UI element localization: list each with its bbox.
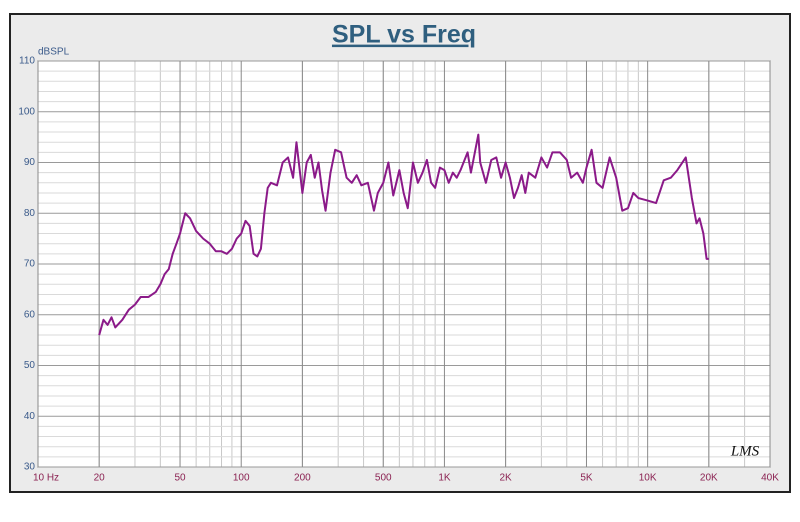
y-tick-label: 100 (18, 106, 35, 117)
x-tick-label: 200 (294, 473, 311, 484)
x-tick-label: 50 (174, 473, 186, 484)
y-tick-label: 40 (24, 411, 36, 422)
spl-curve (98, 133, 709, 336)
watermark: LMS (730, 443, 760, 459)
x-tick-label: 500 (375, 473, 392, 484)
x-tick-label: 20 (94, 473, 106, 484)
x-tick-label: 20K (700, 473, 718, 484)
y-tick-label: 110 (19, 56, 35, 67)
y-tick-label: 80 (24, 208, 36, 219)
y-tick-label: 50 (24, 360, 36, 371)
x-tick-label: 100 (233, 473, 250, 484)
y-tick-label: 60 (24, 309, 36, 320)
chart-title: SPL vs Freq (332, 21, 476, 49)
x-tick-label: 10 Hz (33, 473, 59, 484)
y-axis-label: dBSPL (38, 47, 70, 58)
y-tick-label: 90 (24, 157, 36, 168)
x-tick-label: 2K (499, 473, 512, 484)
x-tick-label: 1K (438, 473, 451, 484)
y-tick-label: 70 (24, 259, 36, 270)
x-tick-label: 5K (580, 473, 593, 484)
x-tick-label: 10K (639, 473, 657, 484)
y-tick-label: 30 (24, 462, 36, 473)
x-tick-label: 40K (761, 473, 779, 484)
